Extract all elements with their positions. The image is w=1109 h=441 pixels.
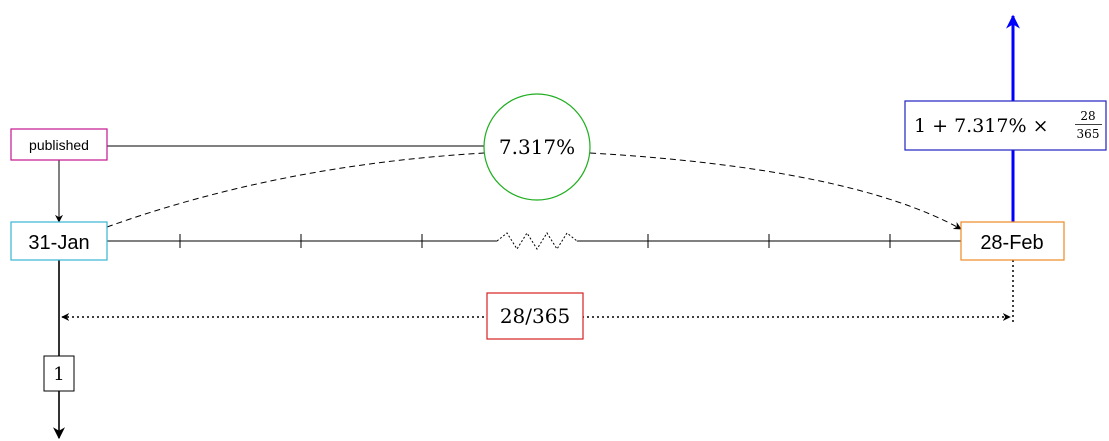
notional-node: 1 — [43, 355, 75, 392]
start-date-box — [10, 221, 108, 261]
payoff-formula-box — [904, 100, 1107, 151]
day-count-label: 28/365 — [500, 304, 570, 328]
rate-circle — [483, 93, 591, 201]
notional-box — [43, 355, 75, 392]
end-date-label: 28-Feb — [980, 232, 1043, 254]
day-count-node: 28/365 — [486, 292, 584, 340]
notional-label: 1 — [53, 364, 64, 385]
payoff-formula-node: 1 + 7.317% × 28 365 — [904, 100, 1107, 151]
end-date-node: 28-Feb — [960, 221, 1065, 261]
rate-to-end-dashed-curve — [589, 152, 962, 230]
start-to-rate-dashed-curve — [106, 152, 485, 228]
start-date-node: 31-Jan — [10, 221, 108, 261]
timeline-break-dotted — [496, 232, 578, 250]
rate-node: 7.317% — [483, 93, 591, 201]
published-label: published — [29, 137, 89, 153]
published-box — [10, 128, 108, 161]
published-node: published — [10, 128, 108, 161]
timeline-break — [496, 231, 578, 251]
payoff-prefix: 1 + 7.317% × — [914, 115, 1049, 137]
rate-label: 7.317% — [499, 135, 575, 159]
payoff-numerator: 28 — [1080, 109, 1095, 123]
end-date-box — [960, 221, 1065, 261]
payoff-denominator: 365 — [1077, 127, 1100, 141]
day-count-box — [486, 292, 584, 340]
timeline-axis — [107, 232, 961, 250]
start-date-label: 31-Jan — [28, 232, 89, 254]
